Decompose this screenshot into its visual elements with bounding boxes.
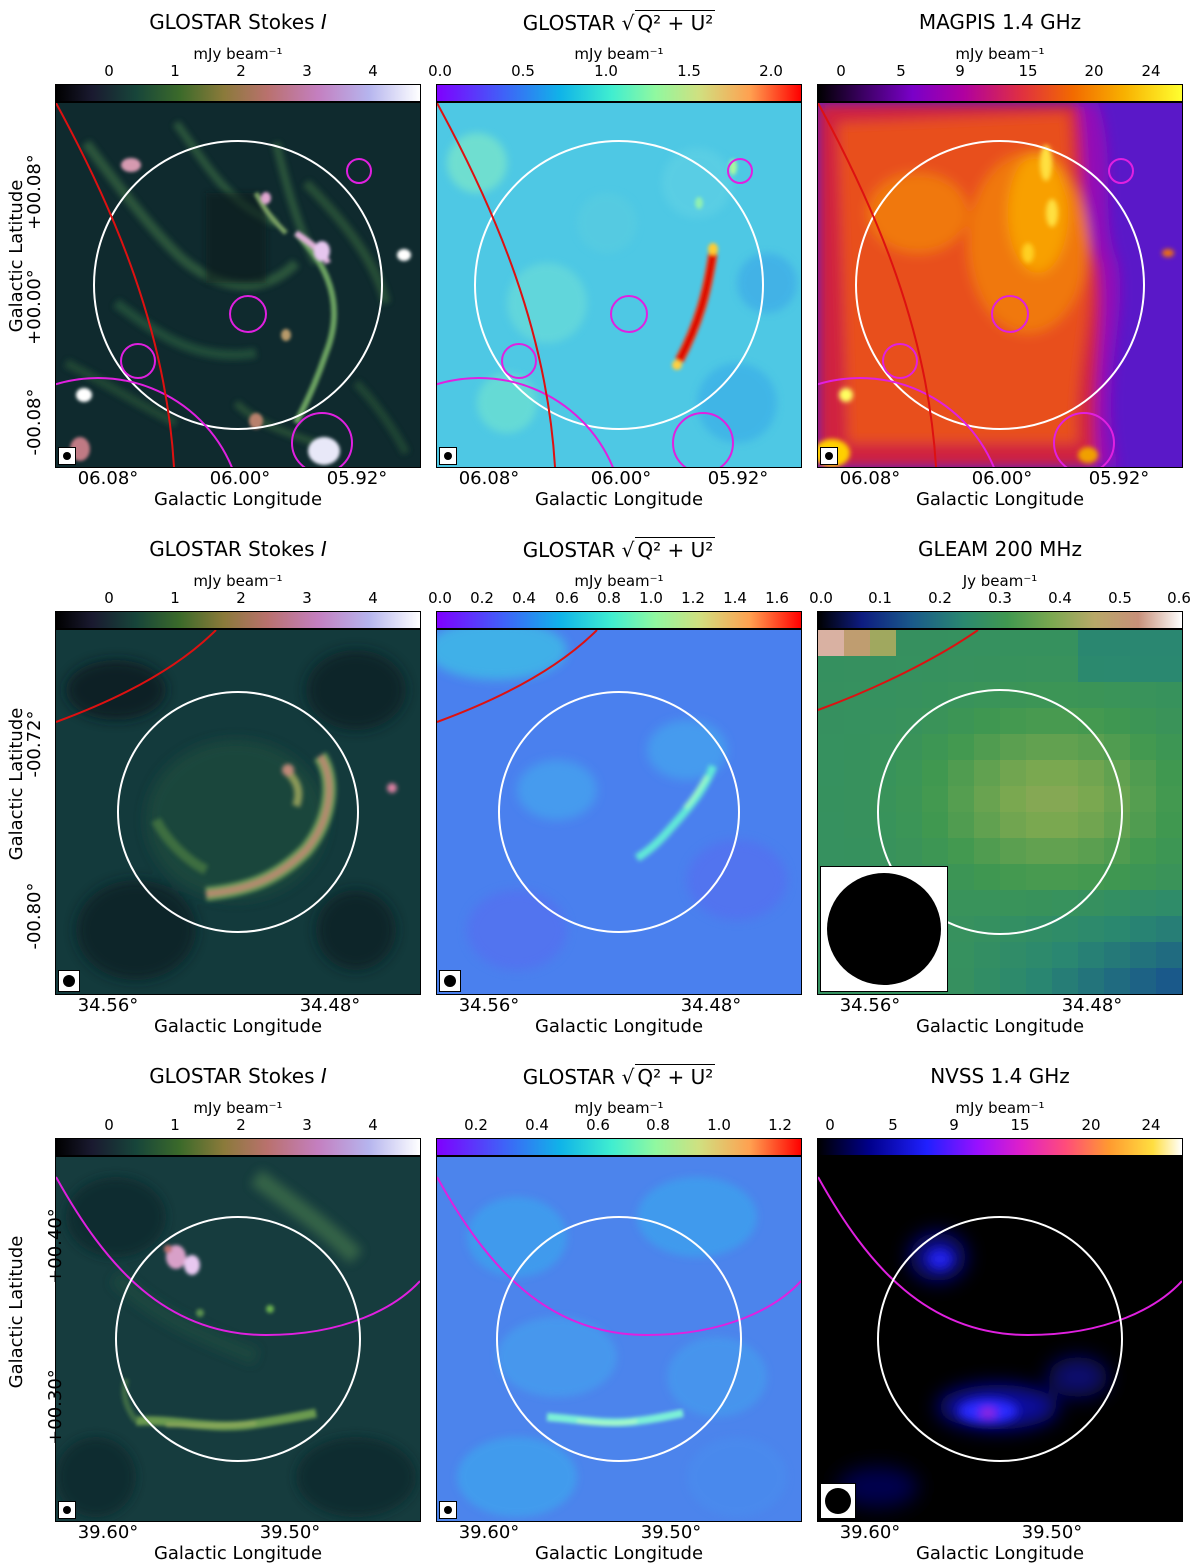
- x-tick-label: 05.92°: [326, 468, 388, 489]
- x-tick-label: 34.48°: [1061, 995, 1123, 1016]
- y-tick-label: +00.40°: [45, 1208, 66, 1284]
- y-tick-label: -00.08°: [24, 388, 45, 456]
- x-axis-label: Galactic Longitude: [153, 1543, 323, 1564]
- colorbar: [55, 84, 421, 102]
- beam-marker: [439, 970, 461, 992]
- sky-image: [55, 1156, 421, 1522]
- panel-title: GLOSTAR √ Q² + U²: [522, 1064, 716, 1089]
- beam-marker: [820, 1483, 856, 1519]
- colorbar: [817, 611, 1183, 629]
- x-axis-label: Galactic Longitude: [534, 489, 704, 510]
- panel-title: MAGPIS 1.4 GHz: [918, 10, 1082, 34]
- panel-title: GLOSTAR Stokes I: [149, 1064, 327, 1088]
- x-tick-label: 39.60°: [839, 1522, 901, 1543]
- x-axis-label: Galactic Longitude: [915, 1543, 1085, 1564]
- x-axis-label: Galactic Longitude: [534, 1016, 704, 1037]
- x-axis-label: Galactic Longitude: [915, 489, 1085, 510]
- colorbar-ticks: 0 1 2 3 4: [104, 62, 378, 80]
- beam-marker: [820, 866, 948, 992]
- colorbar-unit: mJy beam⁻¹: [193, 572, 283, 590]
- panel-title: GLOSTAR √ Q² + U²: [522, 10, 716, 35]
- sky-image: [817, 629, 1183, 995]
- y-tick-label: -00.80°: [24, 882, 45, 950]
- colorbar-ticks: 0.0 0.5 1.0 1.5 2.0: [428, 62, 783, 80]
- beam-marker: [58, 447, 76, 465]
- colorbar: [55, 1138, 421, 1156]
- colorbar-ticks: 0.2 0.4 0.6 0.8 1.0 1.2: [464, 1116, 792, 1134]
- y-tick-label: +00.08°: [24, 154, 45, 230]
- x-axis-label: Galactic Longitude: [534, 1543, 704, 1564]
- colorbar: [55, 611, 421, 629]
- colorbar-ticks: 0 1 2 3 4: [104, 589, 378, 607]
- x-tick-label: 39.60°: [77, 1522, 139, 1543]
- panel-title: GLEAM 200 MHz: [918, 537, 1082, 561]
- panel-title: GLOSTAR √ Q² + U²: [522, 537, 716, 562]
- colorbar-unit: mJy beam⁻¹: [574, 572, 664, 590]
- x-axis-label: Galactic Longitude: [153, 1016, 323, 1037]
- x-tick-label: 05.92°: [707, 468, 769, 489]
- sky-image: [436, 102, 802, 468]
- colorbar-unit: mJy beam⁻¹: [574, 1099, 664, 1117]
- x-axis-label: Galactic Longitude: [153, 489, 323, 510]
- x-tick-label: 39.50°: [640, 1522, 702, 1543]
- x-tick-label: 06.08°: [839, 468, 901, 489]
- y-axis-label: Galactic Latitude: [6, 1235, 27, 1389]
- colorbar-ticks: 0 5 9 15 20 24: [836, 62, 1161, 80]
- colorbar-unit: Jy beam⁻¹: [962, 572, 1038, 590]
- colorbar: [436, 84, 802, 102]
- colorbar: [436, 611, 802, 629]
- colorbar-unit: mJy beam⁻¹: [193, 1099, 283, 1117]
- y-tick-label: +00.00°: [24, 269, 45, 345]
- colorbar-ticks: 0 5 9 15 20 24: [825, 1116, 1161, 1134]
- x-tick-label: 34.56°: [839, 995, 901, 1016]
- x-tick-label: 39.60°: [458, 1522, 520, 1543]
- beam-marker: [58, 1501, 76, 1519]
- colorbar-ticks: 0.0 0.2 0.4 0.6 0.8 1.0 1.2 1.4 1.6: [428, 589, 789, 607]
- sky-image: [55, 629, 421, 995]
- sky-image: [55, 102, 421, 468]
- colorbar-unit: mJy beam⁻¹: [955, 45, 1045, 63]
- x-tick-label: 06.00°: [209, 468, 271, 489]
- x-tick-label: 06.00°: [971, 468, 1033, 489]
- x-tick-label: 39.50°: [259, 1522, 321, 1543]
- beam-marker: [820, 447, 838, 465]
- sky-image: [817, 102, 1183, 468]
- colorbar-unit: mJy beam⁻¹: [955, 1099, 1045, 1117]
- panel-title: GLOSTAR Stokes I: [149, 10, 327, 34]
- colorbar-unit: mJy beam⁻¹: [193, 45, 283, 63]
- colorbar: [817, 1138, 1183, 1156]
- sky-image: [436, 1156, 802, 1522]
- panel-title: GLOSTAR Stokes I: [149, 537, 327, 561]
- x-tick-label: 06.00°: [590, 468, 652, 489]
- x-tick-label: 34.56°: [77, 995, 139, 1016]
- x-tick-label: 34.48°: [680, 995, 742, 1016]
- sky-image: [436, 629, 802, 995]
- x-tick-label: 34.48°: [299, 995, 361, 1016]
- x-tick-label: 06.08°: [77, 468, 139, 489]
- beam-marker: [439, 447, 457, 465]
- x-tick-label: 05.92°: [1088, 468, 1150, 489]
- colorbar-ticks: 0 1 2 3 4: [104, 1116, 378, 1134]
- panel-title: NVSS 1.4 GHz: [930, 1064, 1070, 1088]
- beam-marker: [58, 970, 80, 992]
- x-axis-label: Galactic Longitude: [915, 1016, 1085, 1037]
- colorbar: [436, 1138, 802, 1156]
- x-tick-label: 06.08°: [458, 468, 520, 489]
- sky-image: [817, 1156, 1183, 1522]
- y-tick-label: -00.72°: [24, 710, 45, 778]
- colorbar-unit: mJy beam⁻¹: [574, 45, 664, 63]
- x-tick-label: 34.56°: [458, 995, 520, 1016]
- x-tick-label: 39.50°: [1021, 1522, 1083, 1543]
- y-tick-label: +00.30°: [45, 1369, 66, 1445]
- beam-marker: [439, 1501, 457, 1519]
- colorbar-ticks: 0.0 0.1 0.2 0.3 0.4 0.5 0.6: [809, 589, 1191, 607]
- colorbar: [817, 84, 1183, 102]
